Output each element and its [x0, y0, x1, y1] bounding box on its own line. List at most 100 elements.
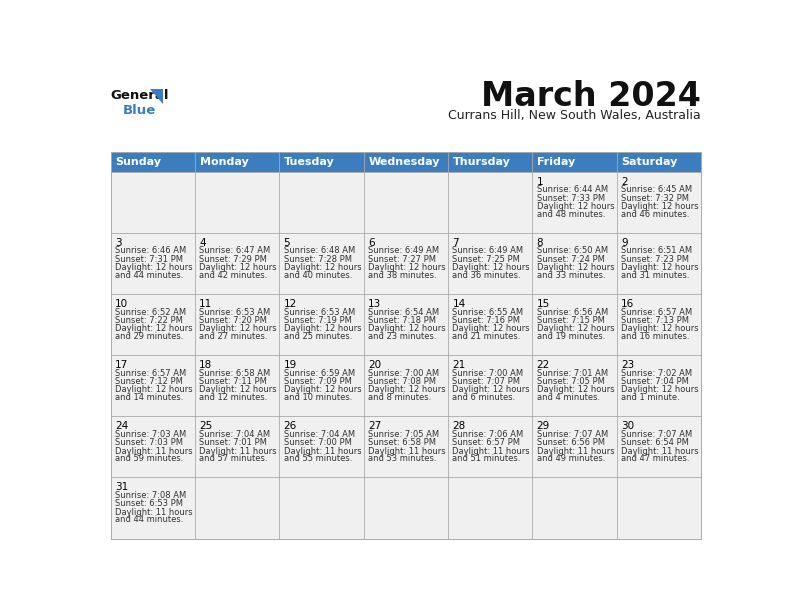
Text: Daylight: 12 hours: Daylight: 12 hours	[200, 386, 277, 395]
Text: and 23 minutes.: and 23 minutes.	[368, 332, 436, 341]
Text: Daylight: 12 hours: Daylight: 12 hours	[537, 324, 615, 334]
Text: Saturday: Saturday	[622, 157, 678, 167]
Text: Sunrise: 6:55 AM: Sunrise: 6:55 AM	[452, 307, 524, 316]
Text: Sunset: 7:20 PM: Sunset: 7:20 PM	[200, 316, 267, 325]
FancyBboxPatch shape	[195, 173, 280, 233]
Text: Sunset: 7:13 PM: Sunset: 7:13 PM	[621, 316, 689, 325]
Text: 31: 31	[115, 482, 128, 491]
Text: 10: 10	[115, 299, 128, 308]
FancyBboxPatch shape	[364, 417, 448, 477]
FancyBboxPatch shape	[364, 356, 448, 417]
FancyBboxPatch shape	[280, 233, 364, 294]
Text: 3: 3	[115, 237, 121, 248]
Text: 29: 29	[537, 420, 550, 431]
Text: Sunrise: 7:06 AM: Sunrise: 7:06 AM	[452, 430, 524, 439]
Text: 12: 12	[284, 299, 297, 308]
Text: Daylight: 12 hours: Daylight: 12 hours	[621, 203, 699, 211]
Text: Sunrise: 7:05 AM: Sunrise: 7:05 AM	[368, 430, 439, 439]
Text: and 10 minutes.: and 10 minutes.	[284, 393, 352, 402]
Text: Daylight: 12 hours: Daylight: 12 hours	[115, 324, 192, 334]
Text: and 47 minutes.: and 47 minutes.	[621, 454, 690, 463]
Text: Sunrise: 6:53 AM: Sunrise: 6:53 AM	[200, 307, 271, 316]
Text: and 21 minutes.: and 21 minutes.	[452, 332, 520, 341]
Text: and 12 minutes.: and 12 minutes.	[200, 393, 268, 402]
Text: 7: 7	[452, 237, 459, 248]
Text: Sunrise: 6:44 AM: Sunrise: 6:44 AM	[537, 185, 607, 195]
FancyBboxPatch shape	[111, 173, 195, 233]
Text: 25: 25	[200, 420, 212, 431]
Text: Daylight: 11 hours: Daylight: 11 hours	[452, 447, 530, 455]
Text: Daylight: 12 hours: Daylight: 12 hours	[452, 386, 530, 395]
Text: Sunset: 7:27 PM: Sunset: 7:27 PM	[368, 255, 436, 264]
Text: Wednesday: Wednesday	[368, 157, 440, 167]
Text: Sunset: 7:03 PM: Sunset: 7:03 PM	[115, 438, 183, 447]
Text: Sunrise: 6:49 AM: Sunrise: 6:49 AM	[452, 247, 524, 255]
Text: 19: 19	[284, 360, 297, 370]
FancyBboxPatch shape	[617, 294, 701, 356]
Text: Sunset: 6:57 PM: Sunset: 6:57 PM	[452, 438, 520, 447]
Text: Currans Hill, New South Wales, Australia: Currans Hill, New South Wales, Australia	[448, 109, 701, 122]
Text: Sunset: 7:08 PM: Sunset: 7:08 PM	[368, 377, 436, 386]
FancyBboxPatch shape	[448, 173, 532, 233]
FancyBboxPatch shape	[448, 233, 532, 294]
FancyBboxPatch shape	[280, 477, 364, 539]
Text: Sunset: 7:15 PM: Sunset: 7:15 PM	[537, 316, 604, 325]
Text: Sunset: 7:29 PM: Sunset: 7:29 PM	[200, 255, 267, 264]
FancyBboxPatch shape	[364, 477, 448, 539]
FancyBboxPatch shape	[195, 417, 280, 477]
Polygon shape	[150, 89, 163, 104]
Text: Sunrise: 6:45 AM: Sunrise: 6:45 AM	[621, 185, 692, 195]
Text: Sunrise: 6:50 AM: Sunrise: 6:50 AM	[537, 247, 607, 255]
Text: Daylight: 12 hours: Daylight: 12 hours	[200, 324, 277, 334]
FancyBboxPatch shape	[617, 417, 701, 477]
Text: Sunset: 7:33 PM: Sunset: 7:33 PM	[537, 194, 605, 203]
Text: Sunset: 6:58 PM: Sunset: 6:58 PM	[368, 438, 436, 447]
Text: 13: 13	[368, 299, 381, 308]
Text: and 36 minutes.: and 36 minutes.	[452, 271, 521, 280]
Text: Sunrise: 7:01 AM: Sunrise: 7:01 AM	[537, 368, 607, 378]
Text: Daylight: 12 hours: Daylight: 12 hours	[115, 386, 192, 395]
Text: Sunrise: 7:02 AM: Sunrise: 7:02 AM	[621, 368, 692, 378]
Text: Sunrise: 7:03 AM: Sunrise: 7:03 AM	[115, 430, 186, 439]
Text: Sunset: 7:28 PM: Sunset: 7:28 PM	[284, 255, 352, 264]
Text: Daylight: 11 hours: Daylight: 11 hours	[537, 447, 615, 455]
Text: and 59 minutes.: and 59 minutes.	[115, 454, 183, 463]
FancyBboxPatch shape	[280, 356, 364, 417]
Text: Sunrise: 7:07 AM: Sunrise: 7:07 AM	[621, 430, 692, 439]
Text: Sunset: 7:09 PM: Sunset: 7:09 PM	[284, 377, 352, 386]
Text: and 44 minutes.: and 44 minutes.	[115, 515, 183, 524]
Text: 27: 27	[368, 420, 381, 431]
Text: and 40 minutes.: and 40 minutes.	[284, 271, 352, 280]
Text: Sunset: 7:31 PM: Sunset: 7:31 PM	[115, 255, 183, 264]
FancyBboxPatch shape	[195, 233, 280, 294]
Text: Daylight: 11 hours: Daylight: 11 hours	[284, 447, 361, 455]
FancyBboxPatch shape	[111, 233, 195, 294]
Text: and 55 minutes.: and 55 minutes.	[284, 454, 352, 463]
Text: Sunrise: 6:48 AM: Sunrise: 6:48 AM	[284, 247, 355, 255]
Text: Friday: Friday	[537, 157, 575, 167]
FancyBboxPatch shape	[195, 477, 280, 539]
Text: Sunset: 7:16 PM: Sunset: 7:16 PM	[452, 316, 520, 325]
Text: and 16 minutes.: and 16 minutes.	[621, 332, 690, 341]
Text: Sunset: 7:24 PM: Sunset: 7:24 PM	[537, 255, 604, 264]
Text: and 4 minutes.: and 4 minutes.	[537, 393, 600, 402]
FancyBboxPatch shape	[448, 417, 532, 477]
Text: Sunrise: 7:04 AM: Sunrise: 7:04 AM	[284, 430, 355, 439]
FancyBboxPatch shape	[111, 477, 195, 539]
Text: Daylight: 12 hours: Daylight: 12 hours	[537, 203, 615, 211]
Text: and 1 minute.: and 1 minute.	[621, 393, 680, 402]
FancyBboxPatch shape	[617, 233, 701, 294]
Text: Thursday: Thursday	[453, 157, 511, 167]
Text: Sunrise: 7:08 AM: Sunrise: 7:08 AM	[115, 491, 186, 499]
Text: 26: 26	[284, 420, 297, 431]
FancyBboxPatch shape	[448, 294, 532, 356]
Text: 18: 18	[200, 360, 212, 370]
Text: and 8 minutes.: and 8 minutes.	[368, 393, 431, 402]
FancyBboxPatch shape	[617, 173, 701, 233]
Text: Daylight: 11 hours: Daylight: 11 hours	[115, 447, 192, 455]
Text: and 44 minutes.: and 44 minutes.	[115, 271, 183, 280]
Text: and 49 minutes.: and 49 minutes.	[537, 454, 605, 463]
Text: Sunrise: 6:57 AM: Sunrise: 6:57 AM	[115, 368, 186, 378]
FancyBboxPatch shape	[111, 294, 195, 356]
Text: Sunrise: 6:46 AM: Sunrise: 6:46 AM	[115, 247, 186, 255]
